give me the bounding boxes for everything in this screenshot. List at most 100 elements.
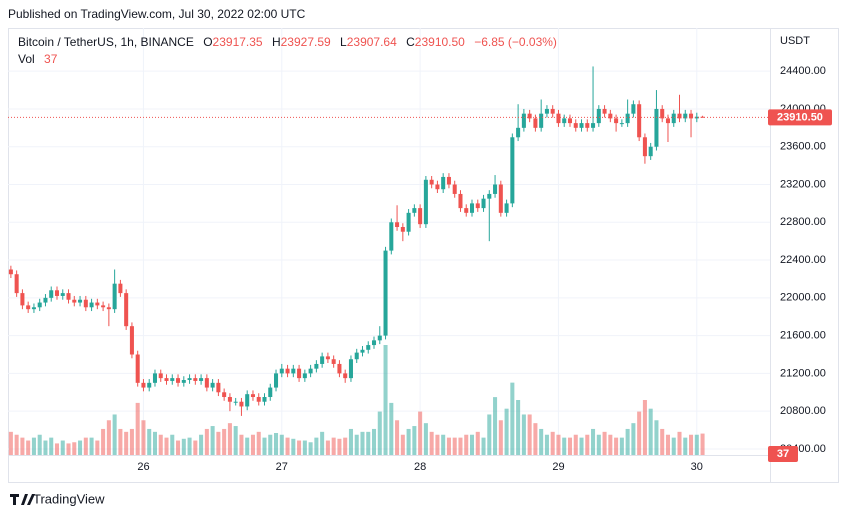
volume-bar bbox=[527, 414, 532, 455]
volume-bar bbox=[26, 440, 31, 455]
volume-bar bbox=[239, 434, 244, 455]
volume-bar bbox=[95, 440, 100, 455]
candle-body bbox=[233, 401, 238, 403]
candle-body bbox=[60, 293, 65, 296]
volume-bar bbox=[660, 428, 665, 455]
candle-body bbox=[527, 113, 532, 119]
volume-bar bbox=[591, 428, 596, 455]
volume-bar bbox=[677, 431, 682, 455]
volume-bar bbox=[400, 434, 405, 455]
volume-box-label: 37 bbox=[777, 448, 789, 460]
volume-bar bbox=[481, 437, 486, 455]
candle-body bbox=[89, 302, 94, 308]
volume-bar bbox=[510, 382, 515, 455]
candle-body bbox=[360, 349, 365, 353]
volume-bar bbox=[233, 426, 238, 455]
candle-body bbox=[216, 382, 221, 393]
candle-body bbox=[573, 123, 578, 128]
candle-body bbox=[521, 113, 526, 128]
volume-bar bbox=[544, 434, 549, 455]
candle-body bbox=[268, 387, 273, 398]
change-value: −6.85 (−0.03%) bbox=[474, 35, 557, 49]
candle-body bbox=[222, 392, 227, 398]
volume-bar bbox=[20, 437, 25, 455]
volume-bar bbox=[654, 420, 659, 455]
candle-body bbox=[245, 394, 250, 407]
candle-body bbox=[106, 307, 111, 310]
volume-bar bbox=[637, 411, 642, 455]
volume-bar bbox=[302, 440, 307, 455]
candle-body bbox=[648, 146, 653, 157]
volume-bar bbox=[441, 434, 446, 455]
volume-bar bbox=[608, 434, 613, 455]
currency-label: USDT bbox=[780, 35, 810, 47]
candle-body bbox=[464, 208, 469, 213]
candle-body bbox=[291, 368, 296, 374]
candle-body bbox=[308, 368, 313, 374]
candle-body bbox=[343, 373, 348, 379]
volume-bar bbox=[418, 411, 423, 455]
candle-body bbox=[585, 123, 590, 128]
candle-body bbox=[579, 123, 584, 128]
candle-body bbox=[20, 293, 25, 306]
volume-bar bbox=[14, 434, 19, 455]
volume-bar bbox=[274, 433, 279, 455]
candle-body bbox=[26, 305, 31, 310]
candle-body bbox=[406, 212, 411, 232]
volume-bar bbox=[158, 434, 163, 455]
volume-bar bbox=[285, 437, 290, 455]
volume-bar bbox=[642, 400, 647, 455]
volume-bar bbox=[49, 437, 54, 455]
volume-bar bbox=[694, 434, 699, 455]
candle-body bbox=[395, 222, 400, 228]
volume-bar bbox=[72, 442, 77, 455]
volume-bar bbox=[43, 440, 48, 455]
volume-bar bbox=[54, 443, 60, 455]
candle-body bbox=[49, 290, 54, 298]
ohlc-letter: O bbox=[203, 35, 213, 49]
candle-body bbox=[187, 378, 192, 381]
candle-body bbox=[135, 354, 140, 383]
candle-body bbox=[8, 269, 13, 275]
candle-body bbox=[389, 222, 394, 251]
volume-bar bbox=[539, 428, 544, 455]
volume-bar bbox=[199, 434, 204, 455]
candle-body bbox=[176, 378, 181, 383]
volume-bar bbox=[619, 437, 624, 455]
x-tick-label: 27 bbox=[276, 461, 288, 473]
candle-body bbox=[256, 397, 261, 402]
candle-body bbox=[118, 283, 123, 294]
volume-pane bbox=[8, 345, 705, 455]
candle-body bbox=[129, 326, 134, 355]
candle-body bbox=[37, 302, 42, 308]
candle-body bbox=[152, 373, 157, 383]
candle-body bbox=[325, 356, 330, 360]
candle-body bbox=[446, 176, 451, 185]
candle-body bbox=[124, 293, 129, 327]
candle-body bbox=[556, 113, 561, 124]
ohlc-letter: H bbox=[271, 35, 281, 49]
candle-body bbox=[596, 108, 601, 124]
volume-header: Vol 37 bbox=[18, 52, 57, 66]
candle-body bbox=[112, 283, 117, 310]
volume-bar bbox=[585, 434, 590, 455]
volume-bar bbox=[348, 428, 353, 455]
candle-body bbox=[72, 299, 77, 303]
volume-bar bbox=[216, 431, 221, 455]
candle-body bbox=[199, 378, 204, 381]
volume-bar bbox=[129, 428, 134, 455]
volume-bar bbox=[83, 437, 88, 455]
volume-bar bbox=[193, 440, 198, 455]
volume-bar bbox=[164, 437, 169, 455]
candle-body bbox=[429, 179, 434, 185]
candle-body bbox=[43, 297, 48, 303]
candle-body bbox=[608, 113, 613, 119]
volume-bar bbox=[689, 434, 694, 455]
candle-body bbox=[337, 363, 342, 374]
candle-body bbox=[418, 208, 423, 225]
candle-body bbox=[371, 340, 377, 346]
volume-bar bbox=[222, 428, 227, 455]
volume-bar bbox=[245, 437, 250, 455]
low-value: 23907.64 bbox=[346, 35, 397, 49]
